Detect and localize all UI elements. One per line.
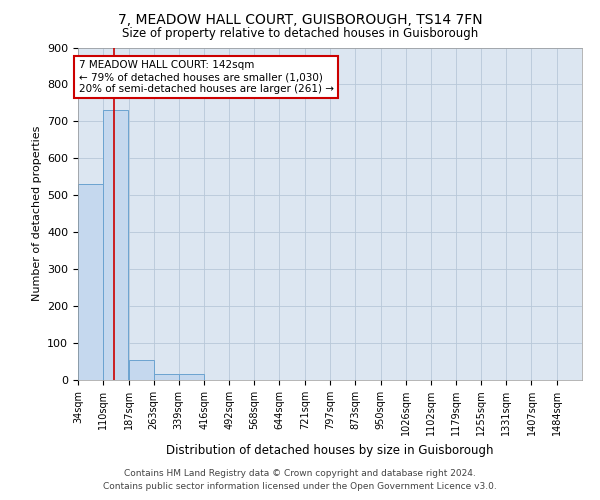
Text: Size of property relative to detached houses in Guisborough: Size of property relative to detached ho…: [122, 28, 478, 40]
Bar: [154, 374, 179, 380]
Bar: [103, 110, 128, 380]
Text: 7, MEADOW HALL COURT, GUISBOROUGH, TS14 7FN: 7, MEADOW HALL COURT, GUISBOROUGH, TS14 …: [118, 12, 482, 26]
Bar: [128, 360, 154, 380]
Y-axis label: Number of detached properties: Number of detached properties: [32, 126, 41, 302]
X-axis label: Distribution of detached houses by size in Guisborough: Distribution of detached houses by size …: [166, 444, 494, 456]
Text: Contains HM Land Registry data © Crown copyright and database right 2024.
Contai: Contains HM Land Registry data © Crown c…: [103, 470, 497, 491]
Bar: [179, 374, 204, 380]
Text: 7 MEADOW HALL COURT: 142sqm
← 79% of detached houses are smaller (1,030)
20% of : 7 MEADOW HALL COURT: 142sqm ← 79% of det…: [79, 60, 334, 94]
Bar: [78, 184, 103, 380]
